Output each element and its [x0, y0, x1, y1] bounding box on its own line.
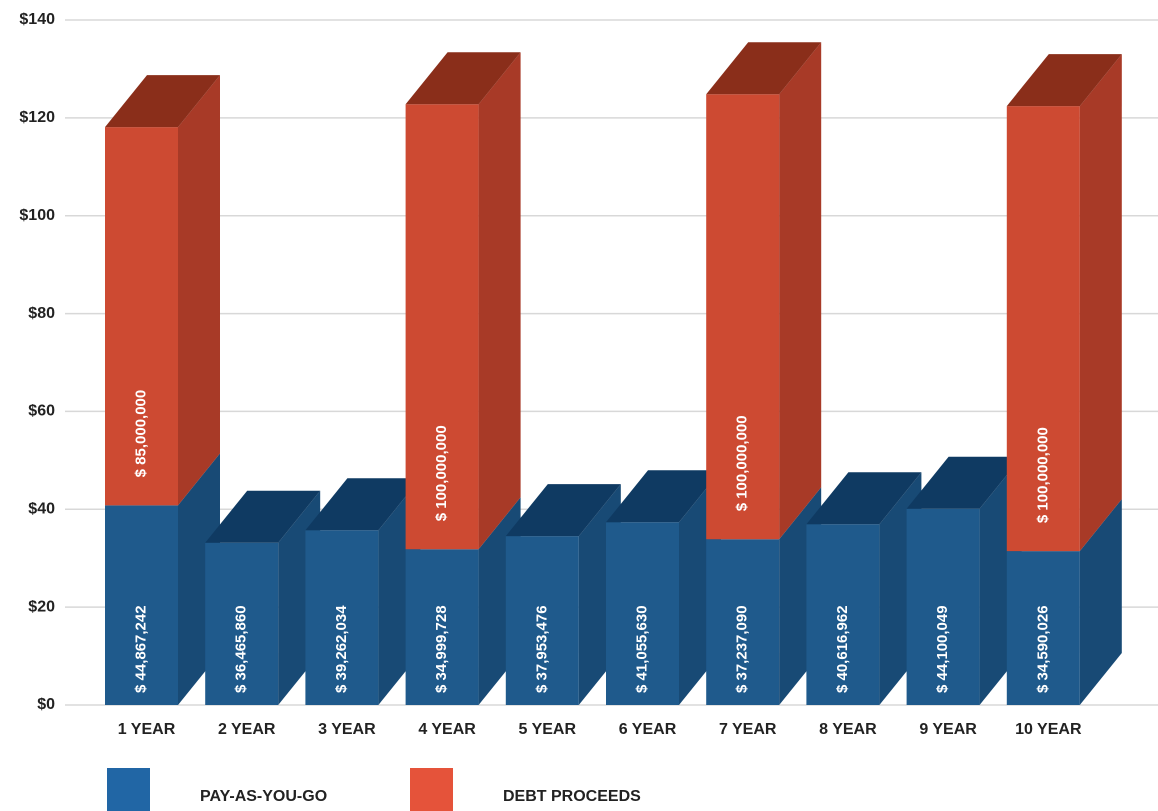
- x-tick-label: 9 YEAR: [919, 721, 977, 738]
- bar-top: [205, 490, 321, 543]
- bar-front: [505, 536, 579, 705]
- y-tick-label: $100: [19, 207, 55, 224]
- bar-side: [1079, 54, 1122, 552]
- bar-side: [1079, 499, 1122, 705]
- bar-front: [105, 127, 178, 506]
- bar-top: [1006, 54, 1122, 107]
- data-label: $ 85,000,000: [132, 390, 149, 478]
- data-label: $ 37,237,090: [734, 605, 751, 693]
- legend-swatch: [107, 768, 150, 811]
- data-label: $ 34,590,026: [1034, 605, 1051, 693]
- bar-front: [1006, 551, 1080, 705]
- bar-top: [505, 484, 621, 537]
- legend-label: DEBT PROCEEDS: [503, 788, 641, 805]
- bar-top: [606, 470, 721, 523]
- y-tick-label: $80: [28, 305, 55, 322]
- y-tick-label: $60: [28, 403, 55, 420]
- bar-front: [105, 505, 178, 705]
- x-tick-label: 7 YEAR: [719, 721, 777, 738]
- bar-side: [779, 42, 822, 540]
- bar-side: [478, 52, 521, 550]
- bar-front: [806, 524, 880, 705]
- x-tick-label: 8 YEAR: [819, 721, 877, 738]
- data-label: $ 100,000,000: [1034, 427, 1051, 523]
- x-tick-label: 4 YEAR: [418, 721, 476, 738]
- x-tick-label: 1 YEAR: [118, 721, 176, 738]
- y-tick-label: $0: [37, 696, 55, 713]
- y-tick-label: $40: [28, 501, 55, 518]
- data-label: $ 100,000,000: [734, 415, 751, 511]
- bar-top: [105, 75, 220, 128]
- bar-side: [178, 75, 220, 506]
- bar-top: [305, 478, 421, 531]
- data-label: $ 39,262,034: [333, 605, 350, 693]
- x-tick-label: 3 YEAR: [318, 721, 376, 738]
- y-tick-label: $120: [19, 109, 55, 126]
- x-tick-label: 6 YEAR: [619, 721, 677, 738]
- x-tick-label: 2 YEAR: [218, 721, 276, 738]
- bar-front: [1006, 106, 1080, 552]
- data-label: $ 44,867,242: [132, 605, 149, 693]
- data-label: $ 36,465,860: [233, 605, 250, 693]
- bar-front: [405, 549, 479, 705]
- y-tick-label: $140: [19, 11, 55, 28]
- data-label: $ 40,616,962: [834, 605, 851, 693]
- data-label: $ 41,055,630: [633, 605, 650, 693]
- y-tick-label: $20: [28, 598, 55, 615]
- bar-front: [606, 522, 679, 705]
- data-label: $ 100,000,000: [433, 425, 450, 521]
- bar-front: [205, 542, 279, 705]
- x-tick-label: 10 YEAR: [1015, 721, 1082, 738]
- data-label: $ 44,100,049: [934, 605, 951, 693]
- data-label: $ 34,999,728: [433, 605, 450, 693]
- data-label: $ 37,953,476: [533, 605, 550, 693]
- legend-label: PAY-AS-YOU-GO: [200, 788, 327, 805]
- x-tick-label: 5 YEAR: [519, 721, 577, 738]
- bar-front: [405, 104, 479, 550]
- bar-top: [706, 42, 822, 95]
- bar-front: [706, 539, 780, 705]
- bar-front: [305, 530, 379, 705]
- bar-top: [806, 472, 922, 525]
- bar-top: [906, 456, 1022, 509]
- bar-top: [405, 52, 521, 105]
- legend-swatch: [410, 768, 453, 811]
- bar-front: [906, 508, 980, 705]
- bar-front: [706, 94, 780, 540]
